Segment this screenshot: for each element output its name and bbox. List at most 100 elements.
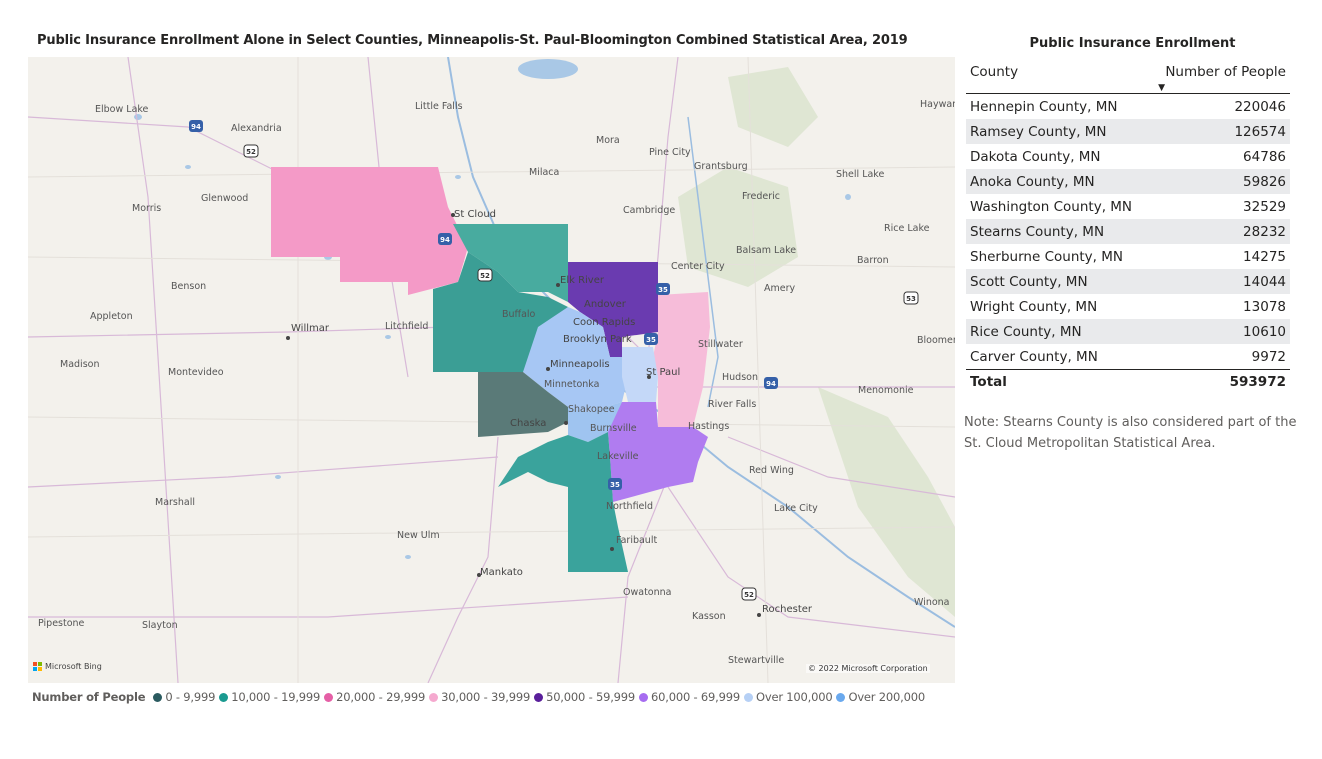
svg-text:Winona: Winona (914, 597, 950, 608)
table-row[interactable]: Rice County, MN 10610 (966, 319, 1290, 344)
base-map[interactable]: 94 52 94 52 35 35 94 53 52 35 Elbow Lake… (28, 57, 955, 683)
county-cell: Wright County, MN (970, 298, 1098, 315)
people-cell: 14275 (1243, 248, 1286, 265)
people-cell: 64786 (1243, 148, 1286, 165)
county-cell: Dakota County, MN (970, 148, 1101, 165)
county-stearns[interactable] (271, 167, 468, 295)
sort-descending-icon[interactable]: ▼ (1158, 83, 1165, 93)
table-row[interactable]: Ramsey County, MN 126574 (966, 119, 1290, 144)
svg-text:Owatonna: Owatonna (623, 587, 671, 598)
legend-item[interactable]: 30,000 - 39,999 (429, 690, 530, 704)
county-carver[interactable] (478, 372, 568, 437)
legend-title: Number of People (32, 690, 146, 704)
table-row[interactable]: Wright County, MN 13078 (966, 294, 1290, 319)
legend-item[interactable]: 60,000 - 69,999 (639, 690, 740, 704)
table-row[interactable]: Dakota County, MN 64786 (966, 144, 1290, 169)
map-visual[interactable]: 94 52 94 52 35 35 94 53 52 35 Elbow Lake… (28, 57, 955, 683)
svg-text:Faribault: Faribault (616, 535, 657, 546)
legend-item[interactable]: Over 200,000 (836, 690, 925, 704)
svg-text:Rochester: Rochester (762, 604, 813, 615)
county-washington[interactable] (653, 292, 710, 427)
legend-item[interactable]: Over 100,000 (743, 690, 833, 704)
county-cell: Rice County, MN (970, 323, 1082, 340)
table-row[interactable]: Sherburne County, MN 14275 (966, 244, 1290, 269)
svg-text:Alexandria: Alexandria (231, 123, 282, 134)
table-row[interactable]: Scott County, MN 14044 (966, 269, 1290, 294)
legend-label: 30,000 - 39,999 (441, 690, 531, 704)
svg-text:Slayton: Slayton (142, 620, 178, 631)
legend-label: Over 100,000 (755, 690, 833, 704)
svg-text:Buffalo: Buffalo (502, 309, 536, 320)
svg-text:Montevideo: Montevideo (168, 367, 224, 378)
legend-label: 60,000 - 69,999 (651, 690, 740, 704)
svg-text:Elk River: Elk River (560, 275, 605, 286)
county-sherburne[interactable] (453, 224, 568, 302)
legend-item[interactable]: 20,000 - 29,999 (324, 690, 425, 704)
svg-text:Lake City: Lake City (774, 503, 818, 514)
svg-text:Pipestone: Pipestone (38, 618, 85, 629)
svg-text:Barron: Barron (857, 255, 889, 266)
svg-text:Rice Lake: Rice Lake (884, 223, 930, 234)
bing-attribution: Microsoft Bing (33, 662, 102, 671)
svg-text:Hudson: Hudson (722, 372, 758, 383)
county-dakota[interactable] (608, 402, 708, 502)
place-labels: Elbow Lake Alexandria Little Falls Mora … (38, 99, 955, 666)
legend-dot-icon (153, 692, 163, 702)
svg-text:Marshall: Marshall (155, 497, 195, 508)
people-cell: 9972 (1251, 348, 1286, 365)
svg-text:Shell Lake: Shell Lake (836, 169, 884, 180)
svg-text:Pine City: Pine City (649, 147, 691, 158)
people-cell: 14044 (1243, 273, 1286, 290)
people-cell: 59826 (1243, 173, 1286, 190)
svg-text:Minnetonka: Minnetonka (544, 379, 599, 390)
svg-text:Madison: Madison (60, 359, 99, 370)
legend-label: 50,000 - 59,999 (546, 690, 636, 704)
city-markers (286, 213, 761, 617)
svg-text:Frederic: Frederic (742, 191, 780, 202)
legend-dot-icon (429, 692, 439, 702)
svg-text:Menomonie: Menomonie (858, 385, 914, 396)
svg-text:35: 35 (610, 481, 620, 489)
legend-dot-icon (324, 692, 334, 702)
people-cell: 28232 (1243, 223, 1286, 240)
svg-text:Hastings: Hastings (688, 421, 729, 432)
svg-text:53: 53 (906, 295, 916, 303)
svg-text:New Ulm: New Ulm (397, 530, 440, 541)
svg-text:Mora: Mora (596, 135, 620, 146)
county-anoka[interactable] (568, 262, 658, 357)
table-row[interactable]: Hennepin County, MN 220046 (966, 94, 1290, 119)
table-row[interactable]: Anoka County, MN 59826 (966, 169, 1290, 194)
svg-text:Balsam Lake: Balsam Lake (736, 245, 796, 256)
legend-item[interactable]: 50,000 - 59,999 (534, 690, 635, 704)
legend-dot-icon (743, 692, 753, 702)
county-scott[interactable] (568, 402, 628, 442)
people-cell: 32529 (1243, 198, 1286, 215)
table-row[interactable]: Stearns County, MN 28232 (966, 219, 1290, 244)
county-cell: Washington County, MN (970, 198, 1133, 215)
svg-text:Shakopee: Shakopee (568, 404, 615, 415)
table-row[interactable]: Washington County, MN 32529 (966, 194, 1290, 219)
column-header-people[interactable]: Number of People (1165, 64, 1286, 80)
svg-text:Litchfield: Litchfield (385, 321, 428, 332)
county-rice[interactable] (498, 432, 628, 572)
table-row[interactable]: Carver County, MN 9972 (966, 344, 1290, 369)
svg-text:Brooklyn Park: Brooklyn Park (563, 334, 632, 345)
legend-label: 10,000 - 19,999 (231, 690, 321, 704)
column-header-county[interactable]: County (970, 64, 1019, 80)
bing-label: Microsoft Bing (45, 662, 102, 671)
county-cell: Ramsey County, MN (970, 123, 1107, 140)
svg-text:Milaca: Milaca (529, 167, 559, 178)
svg-text:Elbow Lake: Elbow Lake (95, 104, 149, 115)
svg-text:St Cloud: St Cloud (454, 209, 496, 220)
legend-item[interactable]: 10,000 - 19,999 (219, 690, 320, 704)
county-cell: Scott County, MN (970, 273, 1088, 290)
county-hennepin[interactable] (523, 307, 628, 412)
svg-text:52: 52 (480, 272, 490, 280)
county-shapes[interactable] (271, 167, 710, 572)
legend-item[interactable]: 0 - 9,999 (153, 690, 215, 704)
people-cell: 10610 (1243, 323, 1286, 340)
svg-text:Little Falls: Little Falls (415, 101, 463, 112)
svg-text:Willmar: Willmar (291, 323, 330, 334)
svg-text:Center City: Center City (671, 261, 725, 272)
county-ramsey[interactable] (622, 347, 658, 402)
